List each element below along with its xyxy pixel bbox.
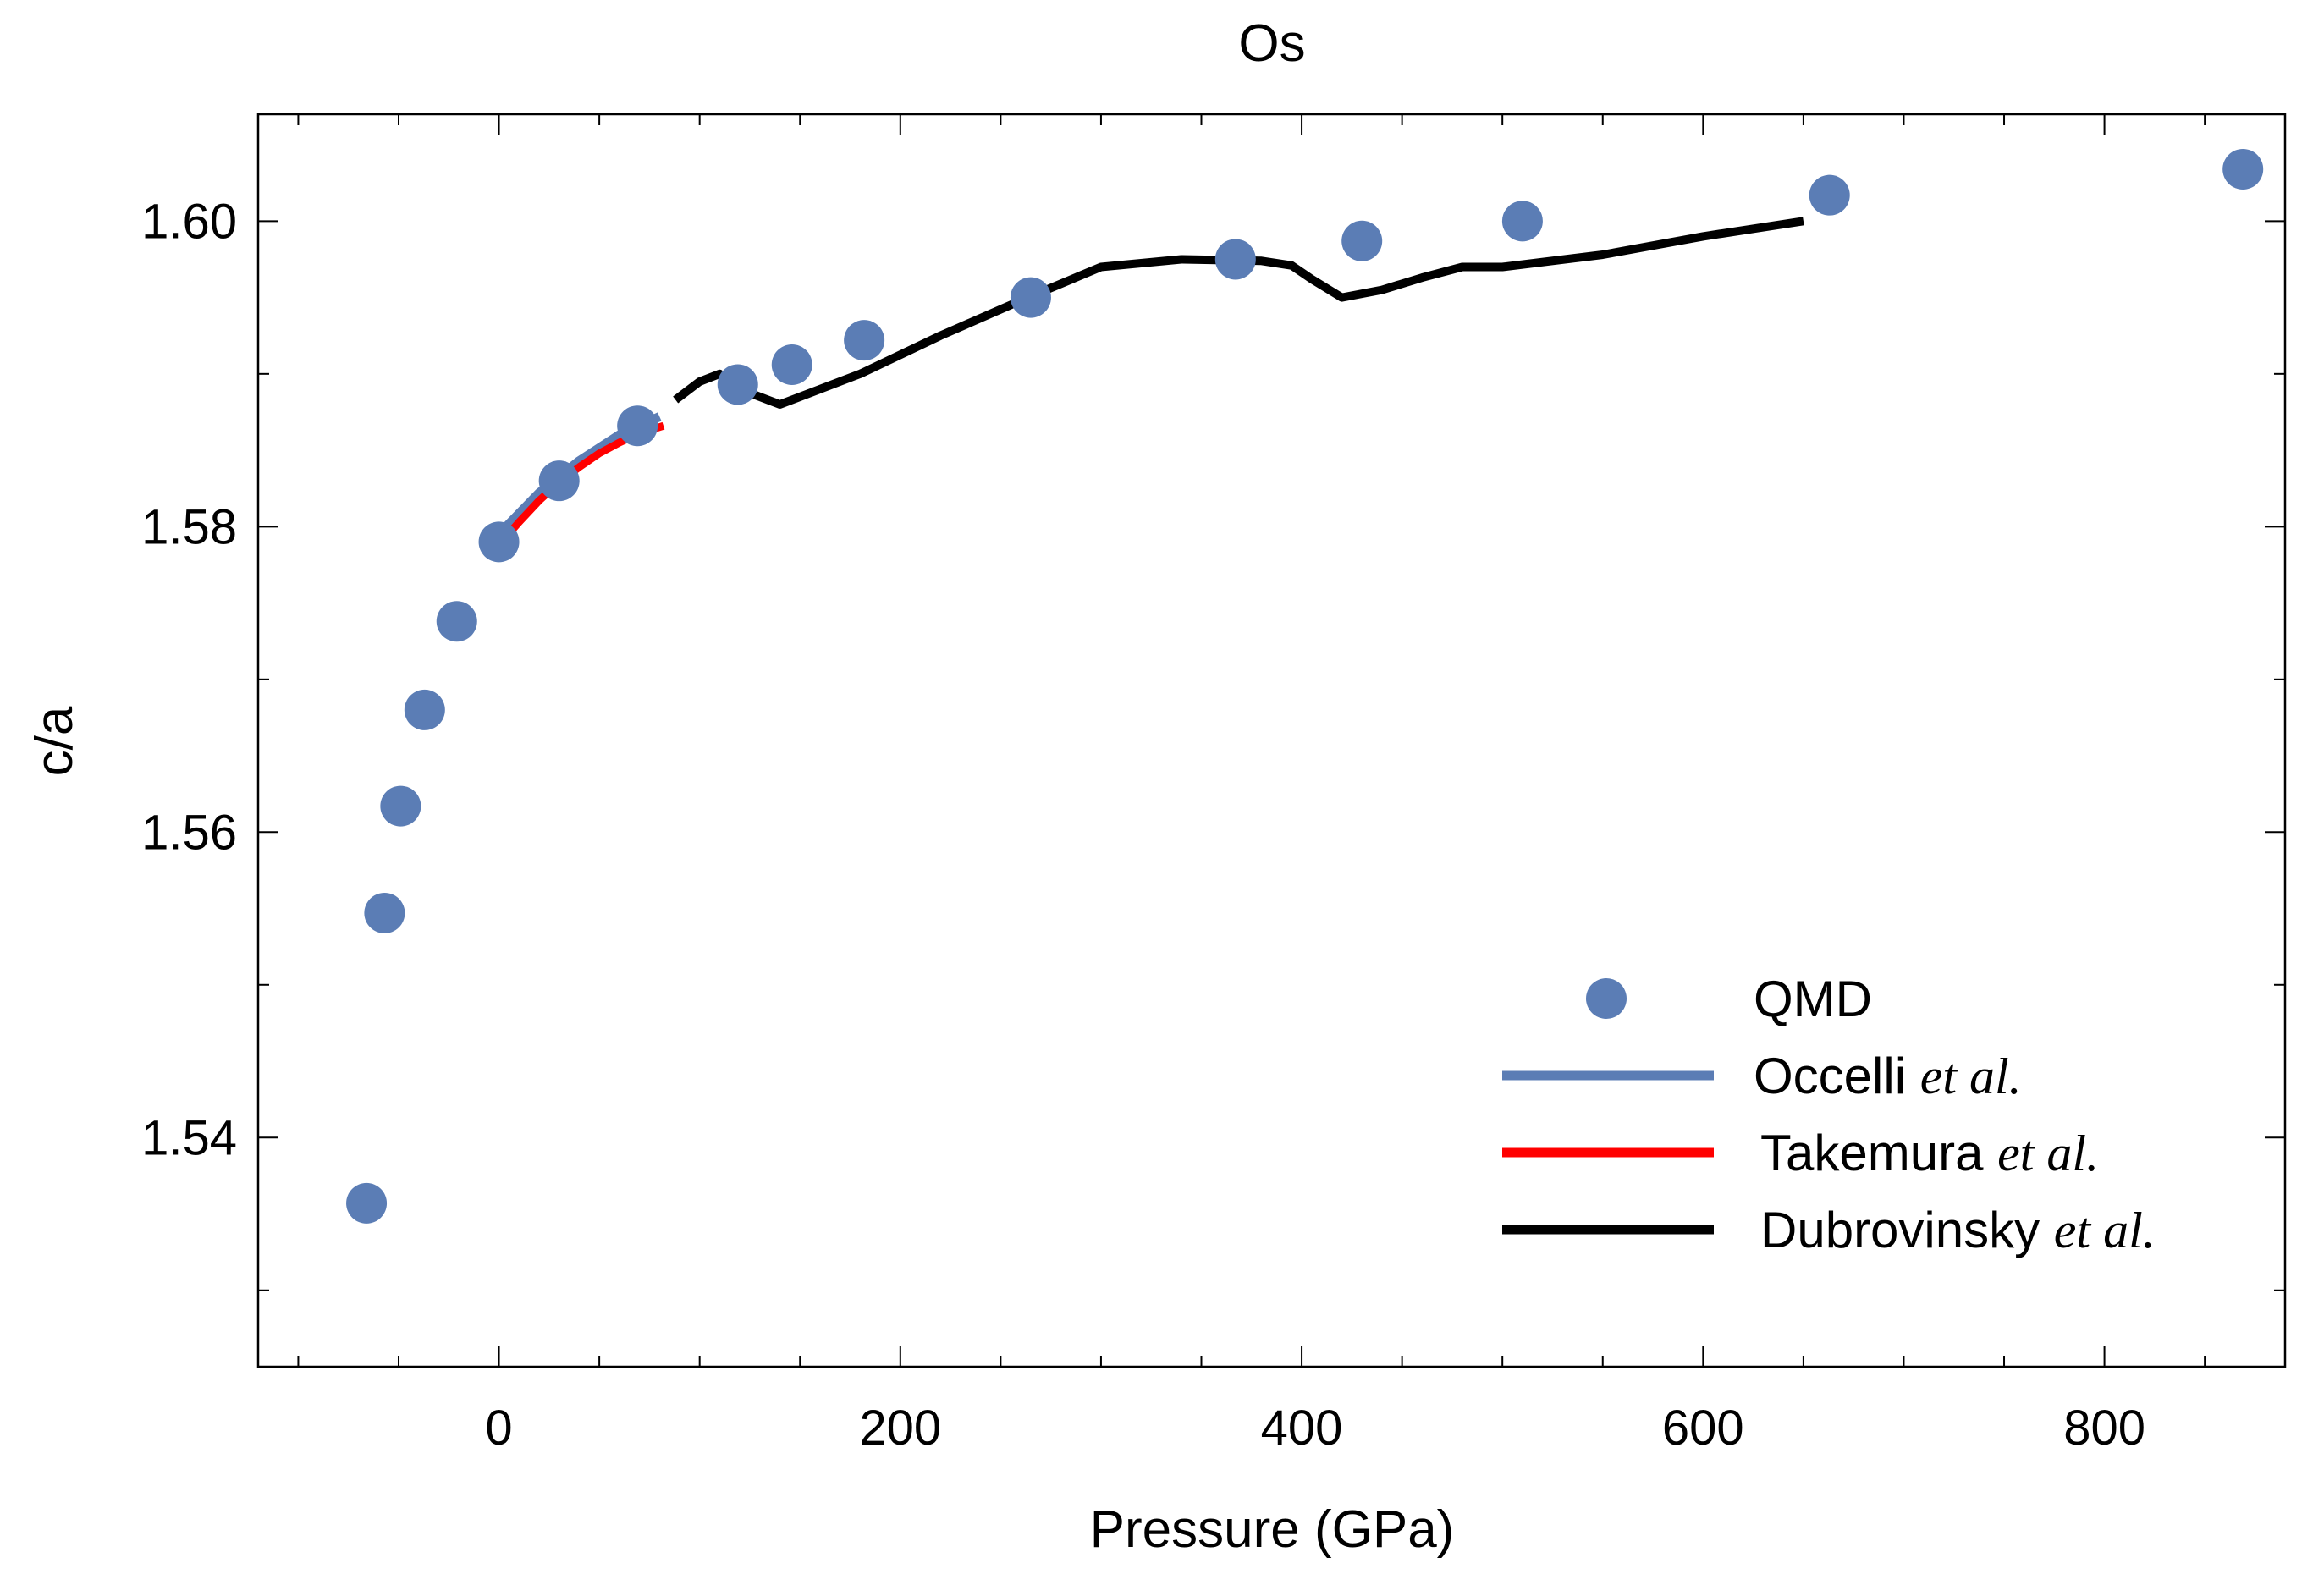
legend-qmd-label: QMD <box>1754 971 1872 1027</box>
y-tick-label: 1.56 <box>141 805 237 860</box>
x-tick-label: 600 <box>1662 1401 1744 1456</box>
qmd-points-layer <box>346 148 2264 1224</box>
qmd-point <box>1341 220 1383 261</box>
x-axis-title: Pressure (GPa) <box>1090 1500 1455 1559</box>
qmd-point <box>436 601 477 642</box>
legend-occelli-suffix: et al. <box>1920 1048 2022 1104</box>
qmd-point <box>617 405 658 447</box>
tick-labels-layer: 0 200 400 600 800 1.54 1.56 1.58 1.60 <box>141 194 2145 1456</box>
qmd-point <box>1010 277 1051 318</box>
qmd-point <box>538 460 580 502</box>
qmd-point <box>771 344 812 385</box>
qmd-point <box>1214 239 1256 280</box>
x-tick-label: 800 <box>2063 1401 2145 1456</box>
legend: QMD Occelli et al. Takemura et al. Dubro… <box>1502 971 2156 1258</box>
plot-frame <box>256 113 2287 1368</box>
legend-dubrovinsky-name: Dubrovinsky <box>1760 1202 2040 1258</box>
legend-occelli-name: Occelli <box>1754 1048 1906 1104</box>
qmd-point <box>717 364 758 405</box>
qmd-point <box>844 320 885 361</box>
y-axis-title: c/a <box>25 706 84 776</box>
legend-dubrovinsky-suffix: et al. <box>2054 1203 2156 1258</box>
y-tick-label: 1.58 <box>141 499 237 554</box>
legend-dubrovinsky-label: Dubrovinsky et al. <box>1760 1202 2156 1258</box>
legend-qmd-marker <box>1586 978 1627 1019</box>
qmd-point <box>404 689 445 730</box>
y-tick-label: 1.60 <box>141 194 237 249</box>
qmd-point <box>380 785 421 827</box>
x-tick-label: 0 <box>485 1401 512 1456</box>
qmd-point <box>2222 148 2264 190</box>
qmd-point <box>478 521 520 563</box>
qmd-point <box>1809 174 1850 216</box>
chart-title: Os <box>1238 14 1305 73</box>
legend-occelli-label: Occelli et al. <box>1754 1048 2022 1104</box>
qmd-point <box>1501 201 1543 242</box>
legend-qmd-name: QMD <box>1754 971 1872 1027</box>
x-tick-label: 400 <box>1261 1401 1343 1456</box>
qmd-point <box>346 1182 388 1224</box>
y-tick-label: 1.54 <box>141 1110 237 1165</box>
legend-takemura-suffix: et al. <box>1997 1125 2099 1181</box>
x-tick-label: 200 <box>859 1401 941 1456</box>
qmd-point <box>364 892 405 933</box>
legend-takemura-label: Takemura et al. <box>1760 1125 2099 1181</box>
legend-takemura-name: Takemura <box>1760 1125 1984 1181</box>
ticks-layer <box>258 114 2285 1367</box>
